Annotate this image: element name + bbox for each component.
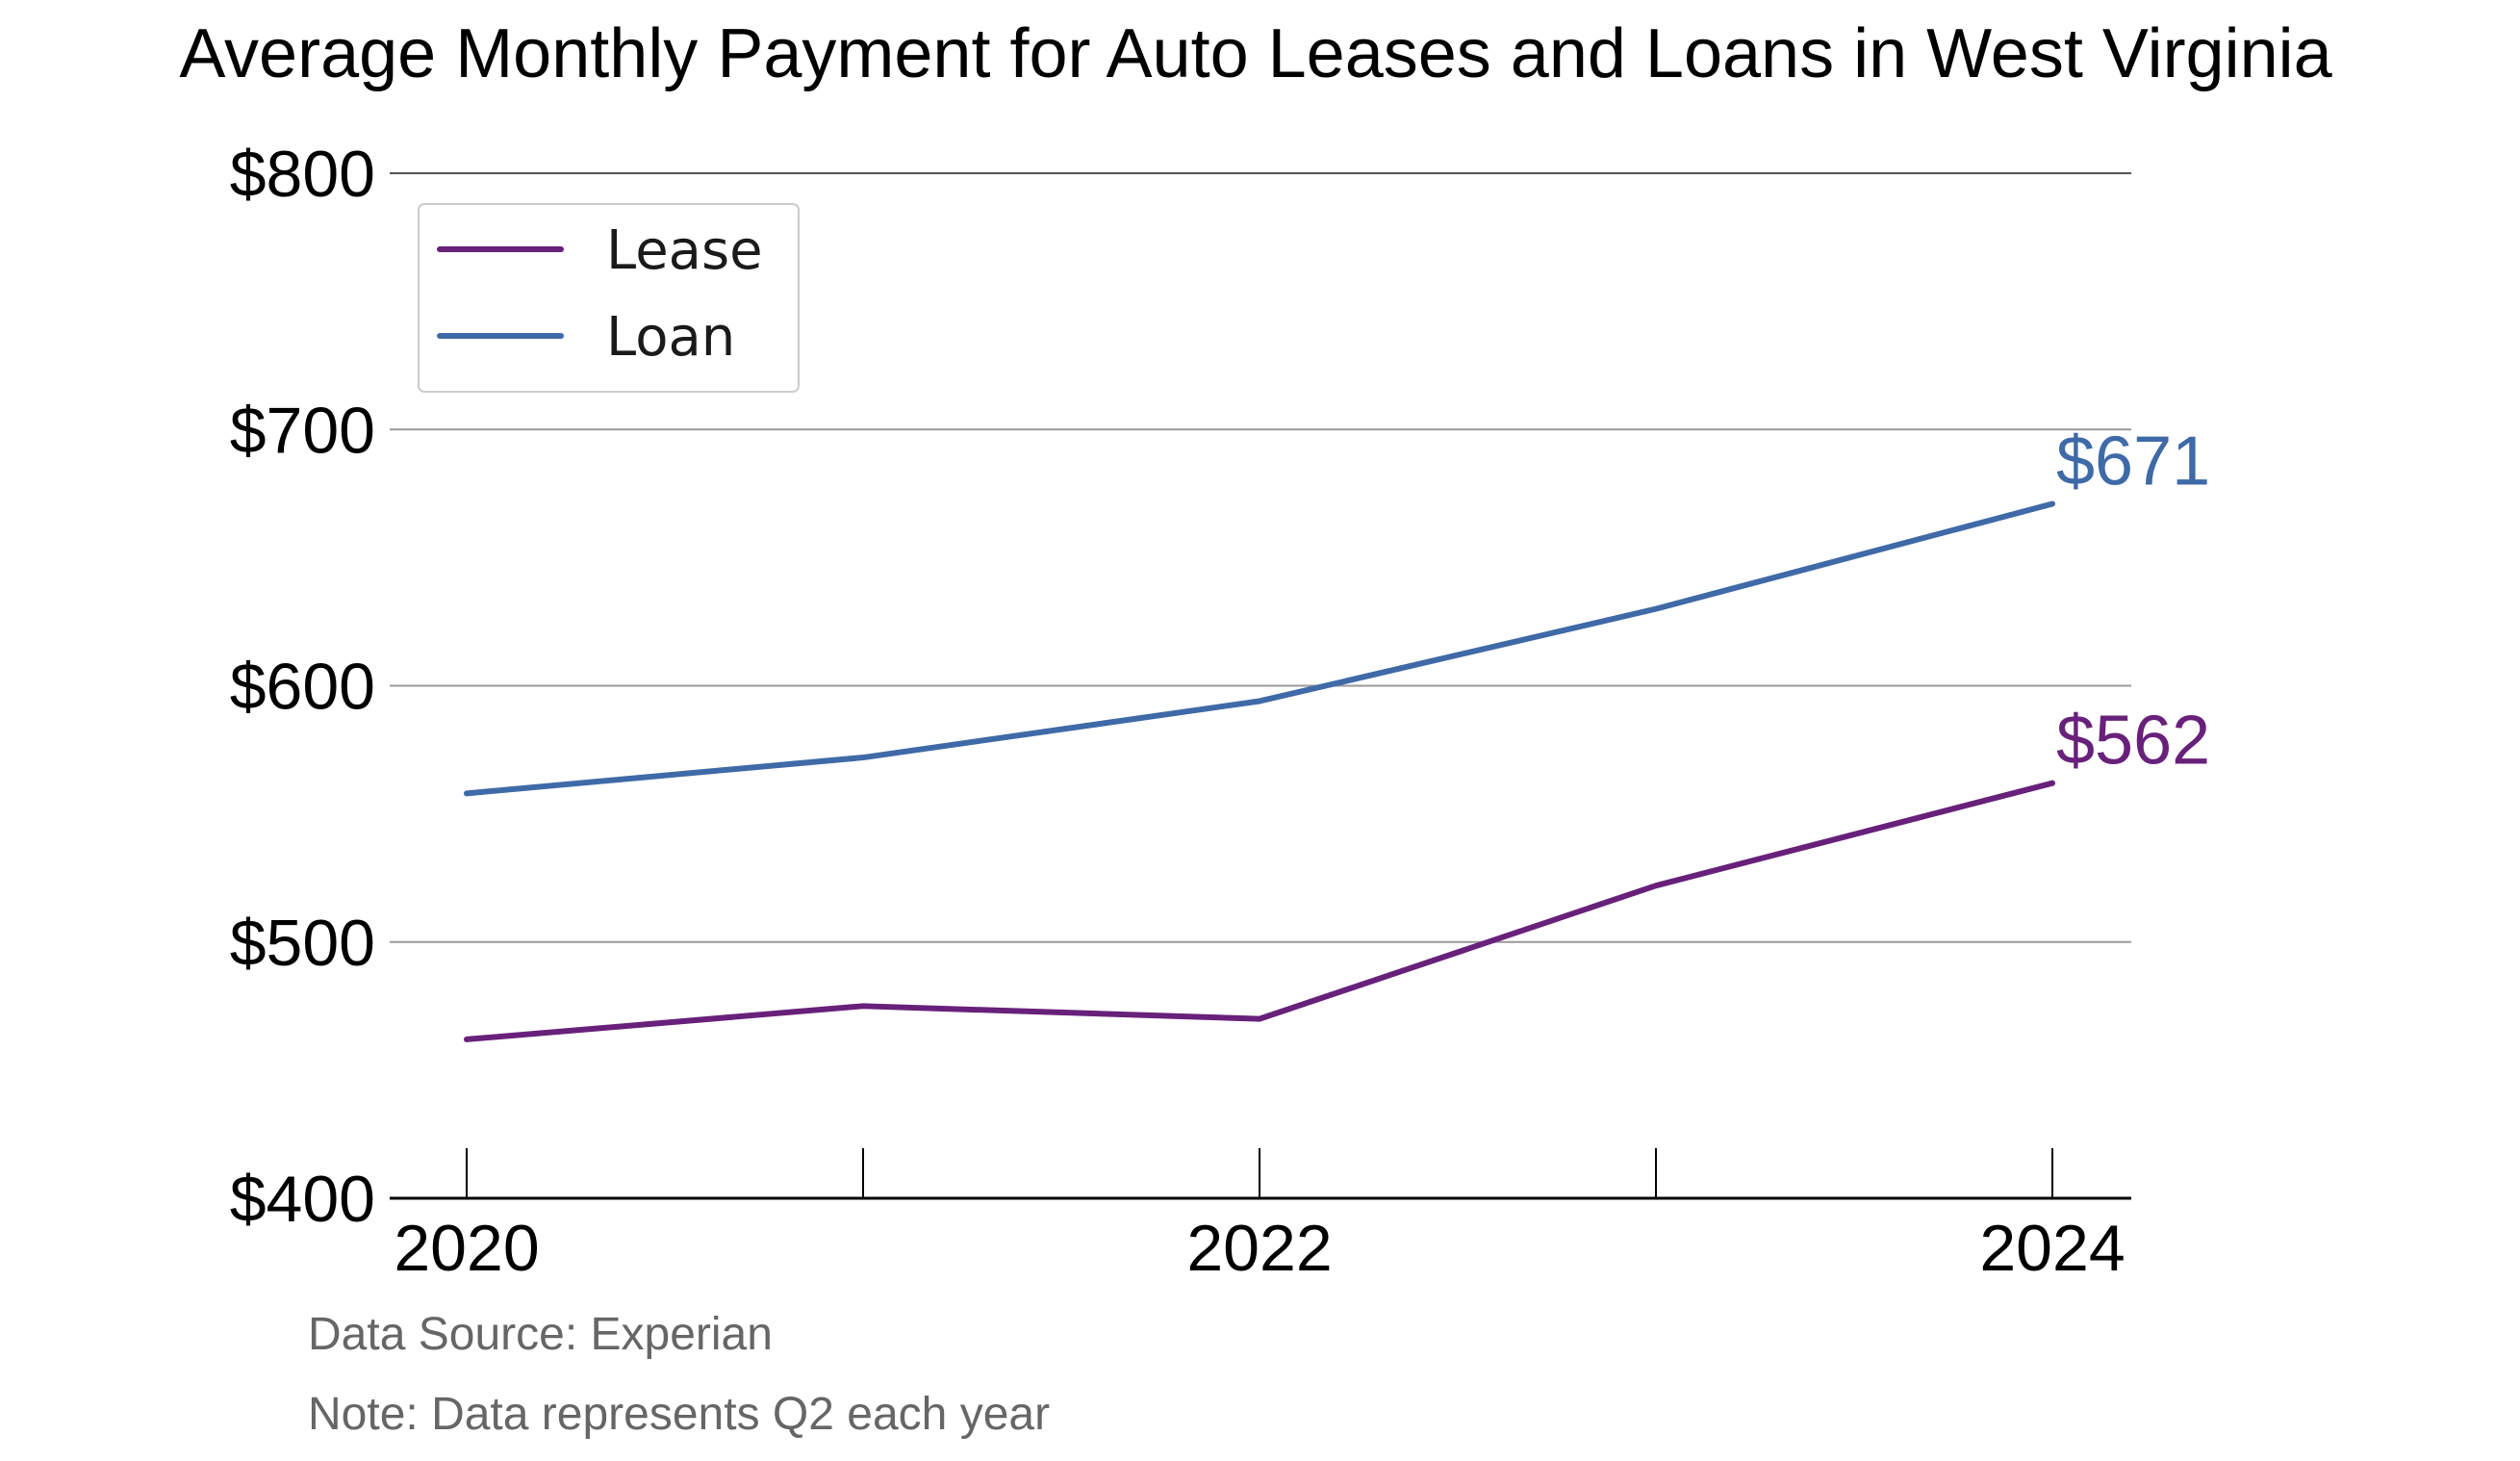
y-tick-label: $500	[230, 907, 375, 980]
source-note: Data Source: Experian	[308, 1309, 773, 1360]
axes: $400 $500 $600 $700 $800 2020 2022 2024	[230, 138, 2131, 1285]
y-tick-label: $700	[230, 394, 375, 467]
series-lines	[464, 500, 2055, 1042]
x-tick-label: 2022	[1186, 1212, 1332, 1285]
series-line-loan	[464, 500, 2055, 797]
end-label-loan: $671	[2056, 423, 2210, 500]
footnote: Note: Data represents Q2 each year	[308, 1389, 1050, 1440]
x-tick-label: 2020	[394, 1212, 539, 1285]
legend-label-lease: Lease	[606, 219, 763, 282]
series-line-lease	[464, 780, 2055, 1042]
chart-title: Average Monthly Payment for Auto Leases …	[179, 15, 2332, 92]
grid-lines	[390, 172, 2131, 943]
end-labels: $562 $671	[2056, 423, 2210, 779]
y-tick-label: $400	[230, 1163, 375, 1236]
legend-label-loan: Loan	[606, 306, 735, 369]
y-tick-label: $800	[230, 138, 375, 211]
end-label-lease: $562	[2056, 703, 2210, 780]
x-tick-label: 2024	[1979, 1212, 2125, 1285]
legend: Lease Loan	[418, 203, 800, 393]
y-tick-label: $600	[230, 651, 375, 724]
